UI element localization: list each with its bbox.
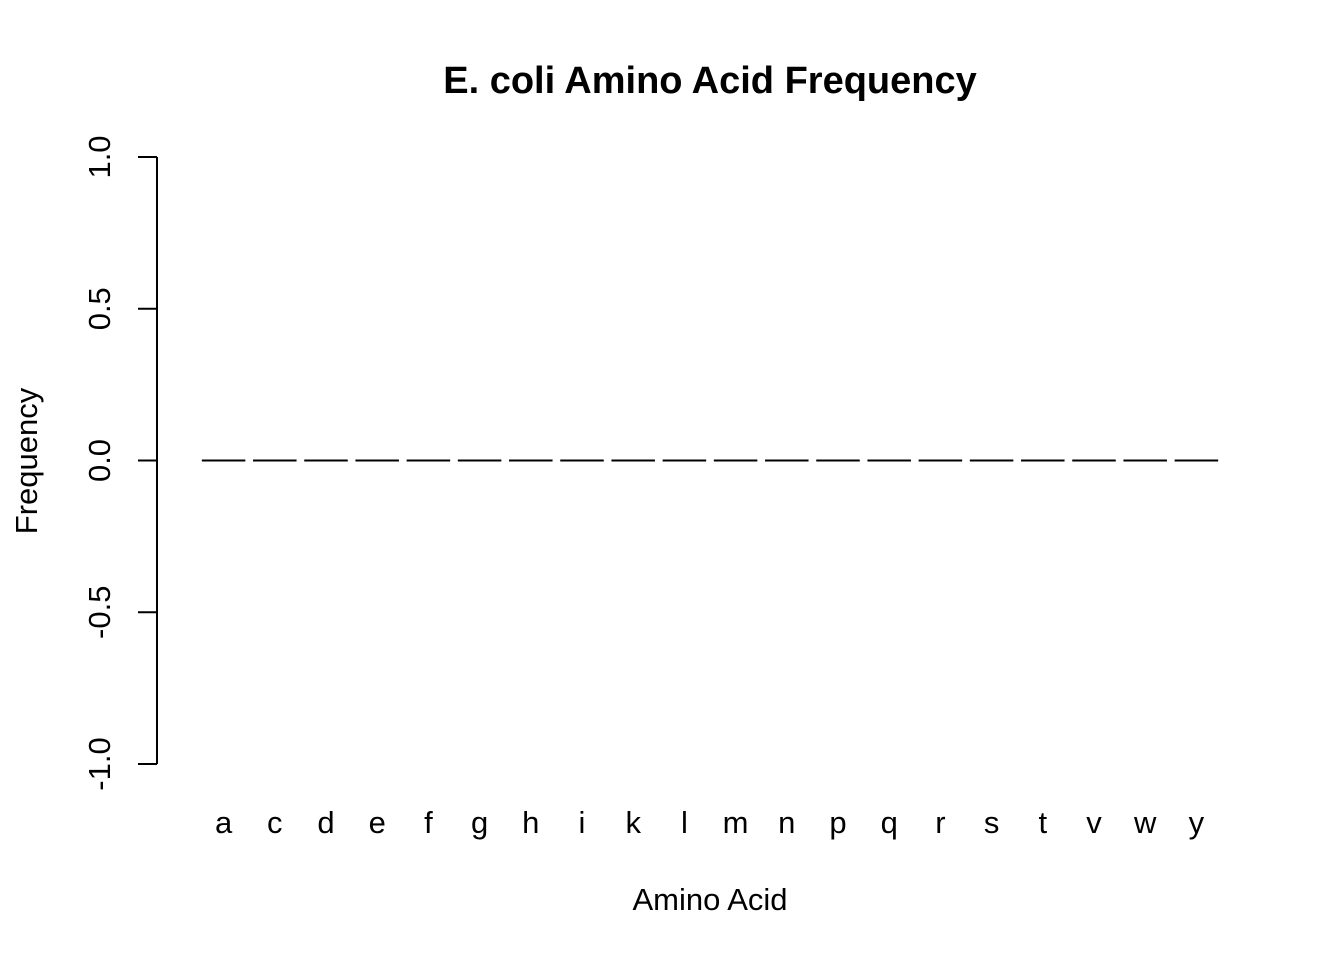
x-tick-label: t [1038,805,1047,840]
x-tick-label: r [935,805,945,840]
y-axis-label: Frequency [9,387,44,534]
x-tick-label: f [424,805,433,840]
x-tick-label: q [881,805,898,840]
x-tick-label: g [471,805,488,840]
y-tick-label: 0.5 [82,287,117,330]
x-tick-label: w [1133,805,1157,840]
x-tick-label: m [723,805,749,840]
chart-title: E. coli Amino Acid Frequency [443,60,977,102]
x-tick-label: a [215,805,233,840]
x-tick-label: d [317,805,334,840]
x-tick-label: p [829,805,846,840]
y-tick-label: -0.5 [82,586,117,639]
y-tick-label: -1.0 [82,737,117,790]
y-tick-label: 0.0 [82,439,117,482]
x-tick-label: y [1189,805,1205,840]
x-tick-label: e [369,805,386,840]
x-tick-label: i [579,805,586,840]
x-tick-label: v [1086,805,1102,840]
x-tick-label: l [681,805,688,840]
x-tick-label: n [778,805,795,840]
y-tick-label: 1.0 [82,135,117,178]
x-tick-label: k [625,805,641,840]
x-tick-label: s [984,805,1000,840]
x-tick-label: h [522,805,539,840]
x-axis-label: Amino Acid [632,882,787,917]
y-axis-ticks: -1.0 -0.5 0.0 0.5 1.0 [82,135,157,791]
x-tick-label: c [267,805,283,840]
